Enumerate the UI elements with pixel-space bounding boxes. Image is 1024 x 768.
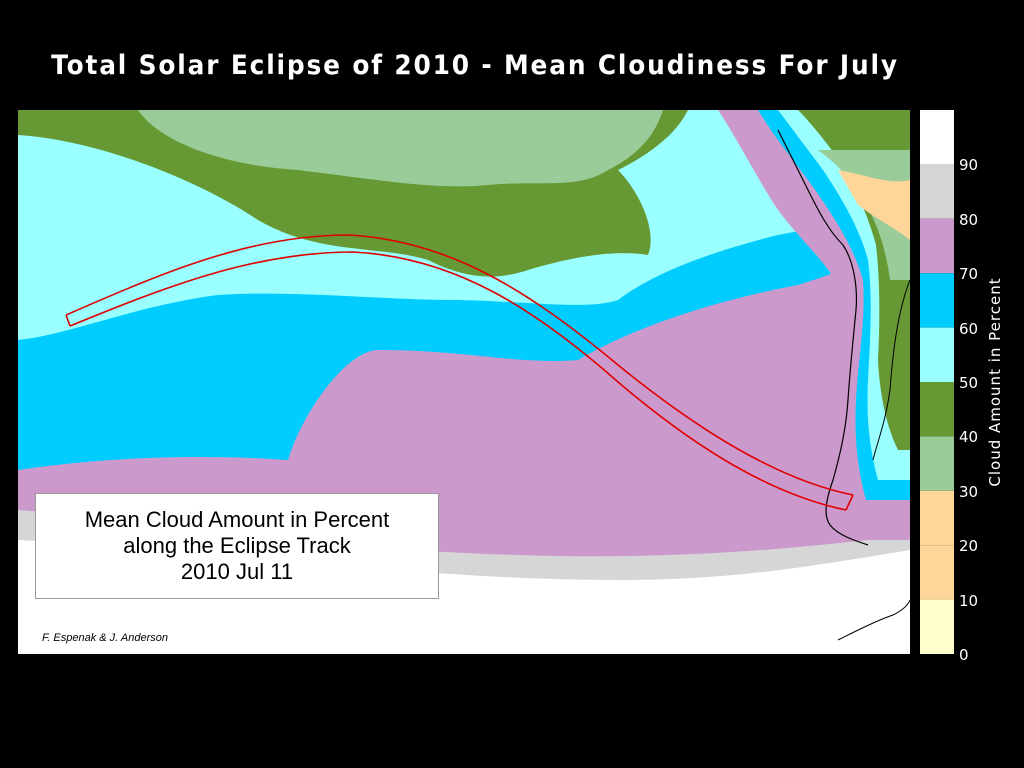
legend-tick-60: 60 [959, 320, 979, 338]
credit-text: F. Espenak & J. Anderson [42, 632, 168, 644]
legend-tick-0: 0 [959, 646, 969, 664]
legend-tick-50: 50 [959, 374, 979, 392]
coastline-east [872, 279, 910, 461]
cloud-map [18, 110, 910, 654]
eclipse-track-south [69, 251, 847, 511]
legend-tick-30: 30 [959, 483, 979, 501]
cloud-region-land-tan [838, 170, 910, 240]
eclipse-track-end-east [845, 494, 854, 511]
eclipse-track-end-west [65, 314, 71, 327]
legend-tick-40: 40 [959, 428, 979, 446]
legend-band-90-100 [920, 110, 954, 165]
legend-tick-10: 10 [959, 592, 979, 610]
legend-tick-80: 80 [959, 211, 979, 229]
cloud-region-30-40 [138, 110, 663, 187]
coastline [777, 129, 869, 546]
legend-band-60-70 [920, 273, 954, 328]
legend-tick-70: 70 [959, 265, 979, 283]
legend-tick-20: 20 [959, 537, 979, 555]
legend-band-70-80 [920, 218, 954, 274]
legend-band-80-90 [920, 164, 954, 219]
legend-tick-90: 90 [959, 156, 979, 174]
info-line-2: along the Eclipse Track [123, 533, 351, 558]
legend-band-20-30 [920, 490, 954, 546]
chart-title: Total Solar Eclipse of 2010 - Mean Cloud… [51, 50, 899, 81]
legend-band-30-40 [920, 436, 954, 491]
legend-band-10-20 [920, 545, 954, 600]
info-box: Mean Cloud Amount in Percent along the E… [35, 493, 439, 599]
legend-colorbar [920, 110, 954, 654]
eclipse-track-north [65, 234, 854, 496]
legend-band-0-10 [920, 599, 954, 654]
legend-label: Cloud Amount in Percent [986, 277, 1004, 487]
legend-band-50-60 [920, 327, 954, 382]
legend-band-40-50 [920, 382, 954, 437]
info-line-3: 2010 Jul 11 [180, 559, 294, 584]
info-line-1: Mean Cloud Amount in Percent [84, 507, 390, 532]
antarctic-coast [837, 599, 910, 641]
